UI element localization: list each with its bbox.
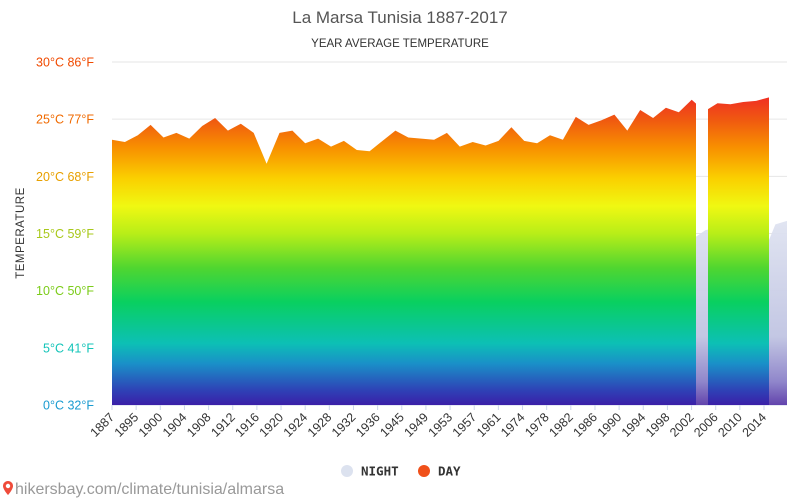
x-tick-label: 1908	[184, 410, 214, 440]
x-tick-label: 1912	[208, 410, 238, 440]
x-tick-label: 1887	[88, 410, 118, 440]
legend-day-label: DAY	[438, 464, 461, 479]
legend: NIGHT DAY	[341, 464, 461, 479]
y-tick-label: 5°C 41°F	[43, 341, 94, 355]
y-tick-label: 15°C 59°F	[36, 227, 94, 241]
x-tick-label: 1895	[112, 410, 142, 440]
x-tick-label: 1957	[450, 410, 480, 440]
legend-night-marker	[341, 465, 353, 477]
y-axis-label: TEMPERATURE	[15, 187, 27, 279]
legend-day-marker	[418, 465, 430, 477]
y-tick-label: 0°C 32°F	[43, 399, 94, 413]
x-tick-label: 1945	[377, 410, 407, 440]
x-tick-label: 1961	[474, 410, 504, 440]
x-tick-label: 1994	[619, 410, 649, 440]
x-tick-label: 1928	[305, 410, 335, 440]
y-axis-ticks: 0°C 32°F 5°C 41°F 10°C 50°F 15°C 59°F 20°C 6…	[36, 56, 94, 413]
x-tick-label: 1990	[595, 410, 625, 440]
source-link[interactable]: hikersbay.com/climate/tunisia/almarsa	[3, 481, 284, 498]
x-tick-label: 2002	[667, 410, 697, 440]
legend-item-night[interactable]: NIGHT	[341, 464, 399, 479]
source-url: hikersbay.com/climate/tunisia/almarsa	[15, 481, 284, 498]
x-tick-label: 1953	[426, 410, 456, 440]
x-tick-label: 1986	[571, 410, 601, 440]
legend-night-label: NIGHT	[361, 464, 399, 479]
x-tick-label: 1920	[257, 410, 287, 440]
x-tick-label: 1916	[232, 410, 262, 440]
x-tick-label: 2006	[691, 410, 721, 440]
x-tick-label: 2014	[740, 410, 770, 440]
x-tick-label: 2010	[715, 410, 745, 440]
location-pin-icon	[3, 481, 13, 495]
legend-item-day[interactable]: DAY	[418, 464, 461, 479]
x-tick-label: 1924	[281, 410, 311, 440]
x-tick-label: 1904	[160, 410, 190, 440]
x-tick-label: 1974	[498, 410, 528, 440]
y-tick-label: 25°C 77°F	[36, 113, 94, 127]
x-tick-label: 1978	[522, 410, 552, 440]
chart-title: La Marsa Tunisia 1887-2017	[292, 8, 507, 27]
y-tick-label: 10°C 50°F	[36, 284, 94, 298]
x-tick-label: 1936	[353, 410, 383, 440]
x-tick-label: 1982	[546, 410, 576, 440]
x-axis-ticks: 1887189519001904190819121916192019241928…	[88, 405, 770, 440]
x-tick-label: 1900	[136, 410, 166, 440]
y-tick-label: 30°C 86°F	[36, 56, 94, 70]
chart-subtitle: YEAR AVERAGE TEMPERATURE	[311, 38, 489, 50]
x-tick-label: 1998	[643, 410, 673, 440]
day-area	[112, 97, 769, 405]
day-series	[112, 97, 769, 405]
x-tick-label: 1932	[329, 410, 359, 440]
x-tick-label: 1949	[401, 410, 431, 440]
y-tick-label: 20°C 68°F	[36, 170, 94, 184]
